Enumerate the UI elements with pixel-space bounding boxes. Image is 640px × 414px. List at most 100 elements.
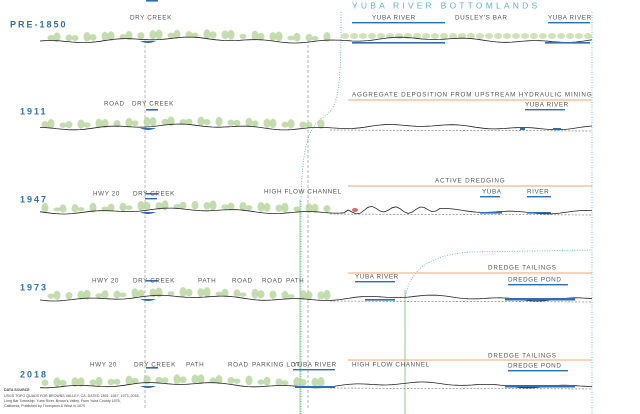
vegetation [422, 33, 430, 39]
vegetation [275, 378, 283, 386]
vegetation [257, 379, 265, 385]
vegetation [269, 32, 277, 41]
vegetation [317, 119, 325, 129]
year: 1973 [20, 282, 48, 292]
vegetation [155, 287, 163, 298]
vegetation [191, 32, 199, 38]
vegetation [41, 120, 49, 129]
river [545, 42, 590, 44]
vegetation [299, 378, 307, 387]
vegetation [233, 378, 241, 384]
vegetation [293, 376, 301, 387]
former-profile [329, 300, 593, 303]
vegetation [257, 290, 265, 299]
vegetation [227, 202, 235, 211]
vegetation [41, 202, 49, 213]
vegetation [65, 291, 73, 300]
vegetation [584, 33, 592, 39]
vegetation [95, 118, 103, 129]
vegetation [311, 377, 319, 387]
annotation: DREDGE TAILINGS [488, 265, 557, 272]
vegetation [239, 201, 247, 211]
vegetation [191, 200, 199, 210]
vegetation [107, 378, 115, 386]
vegetation [575, 33, 583, 39]
vegetation [59, 122, 67, 128]
river [480, 196, 500, 198]
boundary [404, 249, 593, 414]
vegetation [263, 202, 271, 212]
vegetation [179, 119, 187, 126]
vegetation [557, 33, 565, 39]
vegetation [197, 116, 205, 126]
vegetation [227, 377, 235, 385]
river [352, 22, 445, 24]
vegetation [566, 33, 574, 39]
river [548, 22, 590, 24]
annotation: ACTIVE DREDGING [435, 178, 505, 185]
label: PATH [286, 278, 304, 285]
vegetation [167, 116, 175, 127]
label: DRY CREEK [130, 15, 172, 22]
vegetation [107, 31, 115, 41]
vegetation [323, 205, 331, 213]
ground-profile [39, 36, 593, 44]
vegetation [311, 203, 319, 213]
vegetation [227, 29, 235, 40]
vegetation [245, 375, 253, 386]
label: DREDGE POND [508, 363, 561, 370]
vegetation [305, 33, 313, 42]
vegetation [530, 33, 538, 39]
label: YUBA RIVER [355, 274, 399, 281]
vegetation [287, 294, 295, 299]
vegetation [161, 200, 169, 211]
vegetation [155, 202, 163, 210]
vegetation [203, 201, 211, 210]
label-underline [146, 109, 158, 111]
vegetation [95, 293, 103, 299]
vegetation [305, 203, 313, 213]
vegetation [323, 289, 331, 300]
river [520, 128, 525, 130]
decoration [39, 0, 593, 414]
vegetation [275, 31, 283, 42]
vegetation [215, 291, 223, 296]
vegetation [251, 288, 259, 299]
label: YUBA [482, 189, 502, 196]
vegetation [275, 204, 283, 212]
vegetation [203, 29, 211, 40]
year: 1911 [20, 106, 48, 116]
vegetation [281, 290, 289, 300]
vegetation [341, 33, 349, 39]
vegetation [41, 379, 49, 386]
vegetation [179, 201, 187, 210]
vegetation [191, 374, 199, 384]
vegetation [305, 291, 313, 300]
vegetation [257, 201, 265, 212]
river [508, 370, 568, 372]
vegetation [413, 33, 421, 39]
vegetation [293, 32, 301, 42]
vegetation [299, 289, 307, 300]
source-line: USGS TOPO QUADS FOR BROWNS VALLEY, CA, D… [4, 394, 140, 398]
vegetation [512, 33, 520, 39]
vegetation [137, 32, 145, 40]
vegetation [83, 122, 91, 128]
vegetation [119, 292, 127, 298]
label-underline [146, 0, 158, 2]
label: ROAD [262, 278, 283, 285]
vegetation [293, 206, 301, 212]
vegetation [89, 202, 97, 213]
year: 2018 [20, 369, 48, 379]
year: 1947 [20, 194, 48, 204]
vegetation [53, 377, 61, 387]
vegetation [221, 204, 229, 210]
vegetation [209, 200, 217, 211]
vegetation [131, 288, 139, 299]
vegetation [53, 290, 61, 300]
vegetation [83, 289, 91, 300]
vegetation [245, 117, 253, 128]
vegetation [485, 33, 493, 39]
label: PARKING LOT [252, 362, 300, 369]
